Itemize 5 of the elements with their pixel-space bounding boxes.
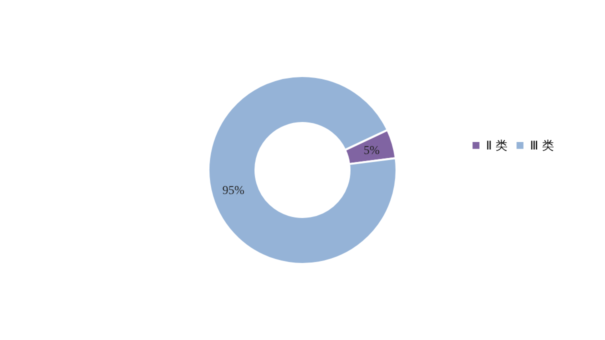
data-label: 95%: [222, 183, 244, 198]
legend-label: Ⅲ 类: [530, 138, 554, 152]
data-label: 5%: [364, 142, 380, 157]
donut-slice: [208, 75, 398, 265]
legend-label: Ⅱ 类: [486, 138, 508, 152]
